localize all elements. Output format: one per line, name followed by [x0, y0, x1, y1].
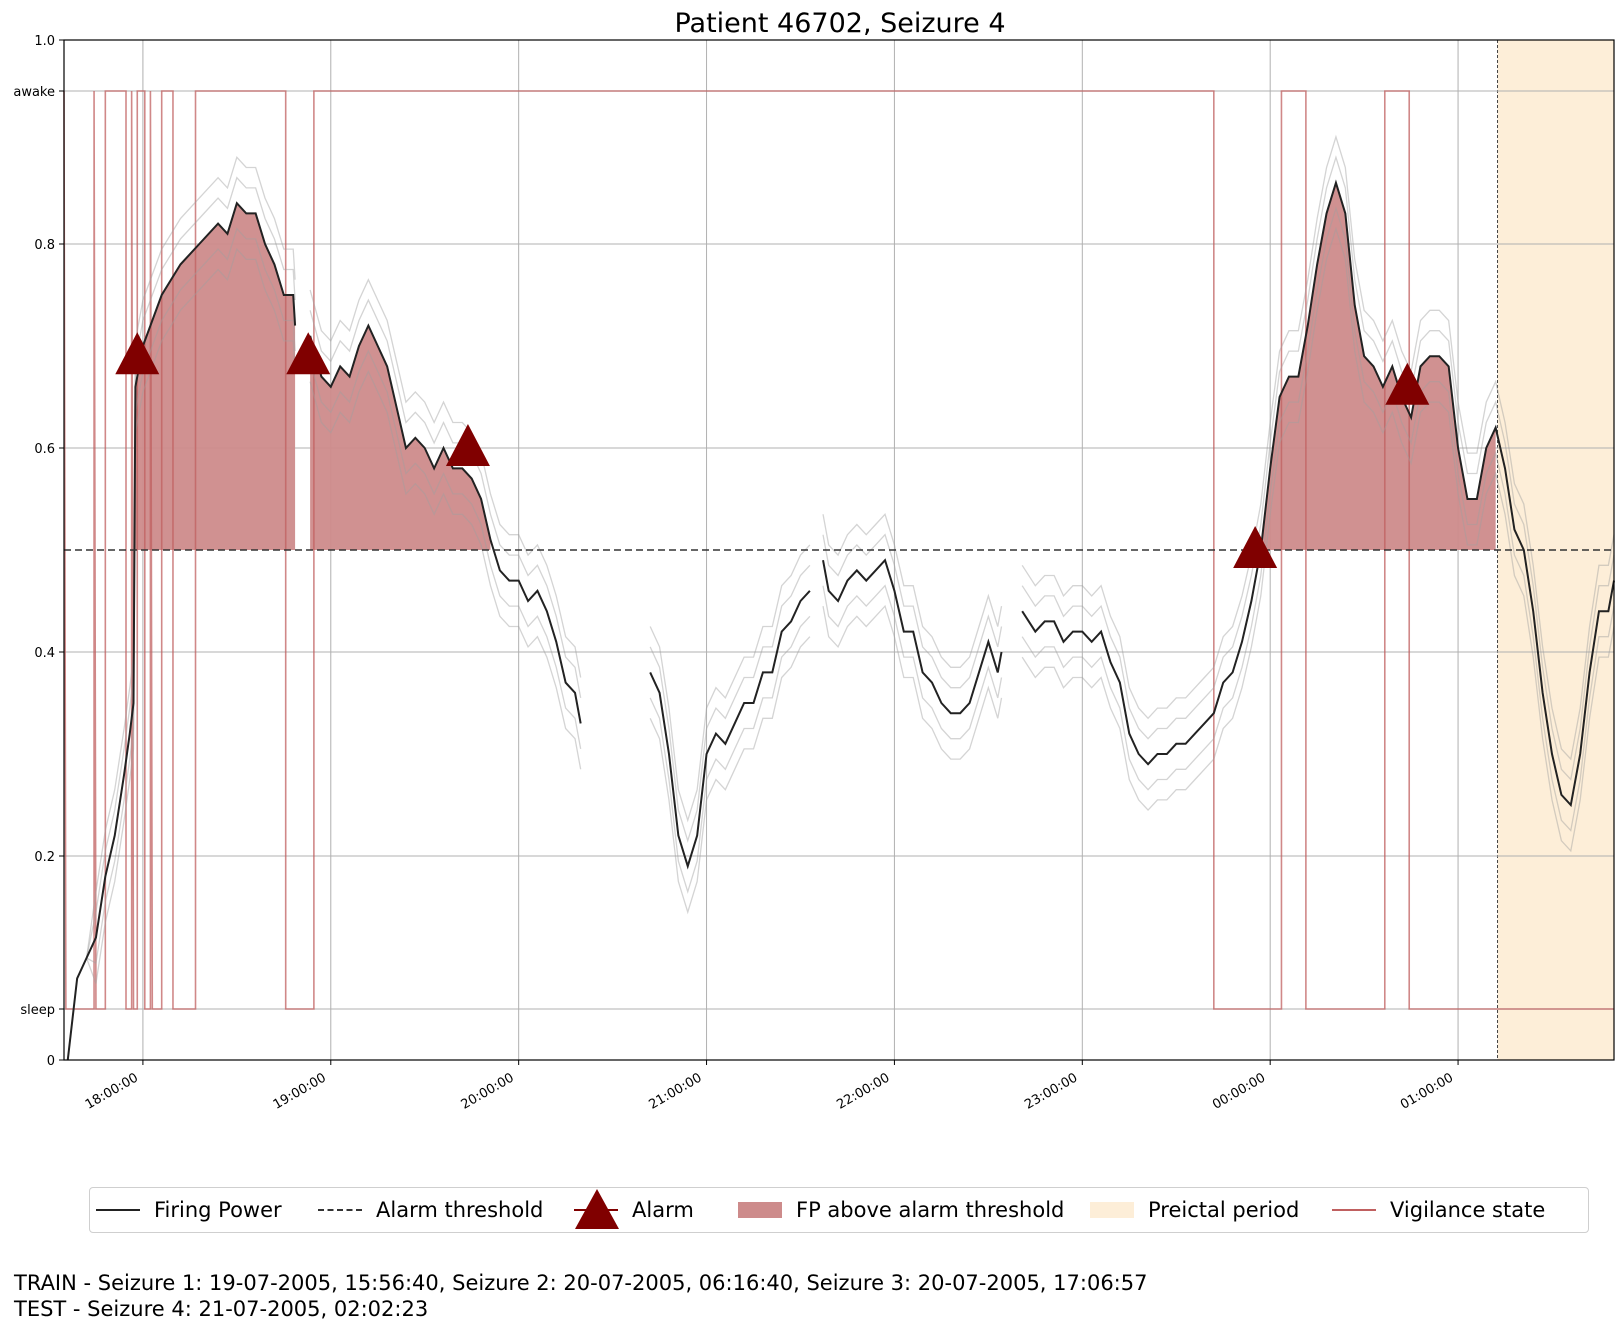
firing-power-run: [67, 227, 296, 1061]
chart-title: Patient 46702, Seizure 4: [674, 8, 1005, 39]
firing-power-run: [649, 564, 811, 843]
x-tick-label: 00:00:00: [1210, 1070, 1268, 1112]
y-tick-label: 1.0: [34, 34, 55, 49]
firing-power-run: [822, 513, 1003, 668]
alarm-marker: [1385, 362, 1430, 405]
y-tick-label: 0.4: [34, 646, 55, 661]
x-tick-label: 19:00:00: [271, 1070, 329, 1112]
legend-label: Firing Power: [154, 1198, 282, 1222]
firing-power-line: [66, 201, 297, 1061]
firing-power-run: [67, 156, 296, 1061]
legend-label: Alarm threshold: [376, 1198, 544, 1222]
legend-swatch-alarm-threshold: [318, 1188, 364, 1232]
seizure-firing-power-chart: Patient 46702, Seizure 4 0 sleep 0.2 0.4 0.6…: [13, 8, 1615, 1113]
legend-swatch-alarm: [574, 1188, 620, 1232]
firing-power-run: [309, 349, 582, 750]
firing-power-run: [649, 636, 811, 915]
footer-test-seizure: TEST - Seizure 4: 21-07-2005, 02:02:23: [14, 1297, 429, 1321]
firing-power-run: [1021, 134, 1615, 761]
x-tick-label: 20:00:00: [459, 1070, 517, 1112]
firing-power-run: [309, 298, 582, 699]
fp-above-threshold-area: [1260, 182, 1496, 551]
firing-power-line: [822, 558, 1003, 715]
legend-item-alarm: Alarm: [574, 1188, 694, 1232]
legend-label: Alarm: [632, 1198, 694, 1222]
firing-power-line: [649, 590, 811, 870]
legend-swatch-firing-power: [96, 1188, 142, 1232]
x-tick-label: 21:00:00: [646, 1070, 704, 1112]
x-tick-label: 01:00:00: [1398, 1070, 1456, 1112]
legend-item-alarm-threshold: Alarm threshold: [318, 1188, 543, 1232]
firing-power-run: [67, 247, 296, 1061]
legend-label: Preictal period: [1148, 1198, 1300, 1222]
x-tick-label: 23:00:00: [1022, 1070, 1080, 1112]
legend-label: FP above alarm threshold: [796, 1198, 1065, 1222]
footer-train-seizures: TRAIN - Seizure 1: 19-07-2005, 15:56:40,…: [14, 1271, 1148, 1295]
firing-power-run: [822, 533, 1003, 689]
alarm-marker: [286, 332, 331, 375]
vigilance-state-line: [63, 90, 1614, 1010]
firing-power-line: [1021, 179, 1615, 808]
legend-label: Vigilance state: [1390, 1198, 1546, 1222]
y-tick-label: awake: [13, 85, 55, 100]
plot-frame: [63, 39, 1615, 1061]
firing-power-run: [822, 604, 1003, 760]
legend-swatch-fp-above-threshold: [738, 1188, 784, 1232]
alarm-marker: [445, 424, 490, 466]
firing-power-run: [67, 176, 296, 1061]
alarm-marker: [115, 332, 160, 375]
legend-item-fp-above-threshold: FP above alarm threshold: [738, 1188, 1064, 1232]
x-tick-label: 18:00:00: [83, 1070, 141, 1112]
fp-above-threshold-area: [135, 203, 296, 550]
legend-swatch-preictal-period: [1090, 1188, 1136, 1232]
firing-power-run: [1021, 226, 1615, 853]
fp-above-threshold-area: [310, 325, 491, 550]
firing-power-run: [649, 615, 811, 894]
y-tick-label: 0.6: [34, 442, 55, 457]
x-tick-label: 22:00:00: [834, 1070, 892, 1112]
firing-power-run: [309, 278, 582, 678]
y-tick-label: 0.2: [34, 850, 55, 865]
legend-swatch-vigilance-state: [1332, 1188, 1378, 1232]
y-tick-label: 0: [47, 1054, 55, 1069]
firing-power-line: [309, 323, 582, 724]
seizure-info-footer: TRAIN - Seizure 1: 19-07-2005, 15:56:40,…: [14, 1270, 1147, 1322]
chart-legend: Firing Power Alarm threshold Alarm FP ab…: [89, 1187, 1589, 1233]
firing-power-run: [1021, 155, 1615, 781]
firing-power-run: [309, 369, 582, 770]
alarm-marker: [1233, 526, 1278, 568]
legend-item-firing-power: Firing Power: [96, 1188, 282, 1232]
firing-power-run: [822, 584, 1003, 740]
legend-item-preictal-period: Preictal period: [1090, 1188, 1299, 1232]
y-tick-label: sleep: [20, 1003, 55, 1018]
legend-item-vigilance-state: Vigilance state: [1332, 1188, 1545, 1232]
y-tick-label: 0.8: [34, 238, 55, 253]
firing-power-run: [649, 544, 811, 823]
firing-power-run: [1021, 206, 1615, 832]
